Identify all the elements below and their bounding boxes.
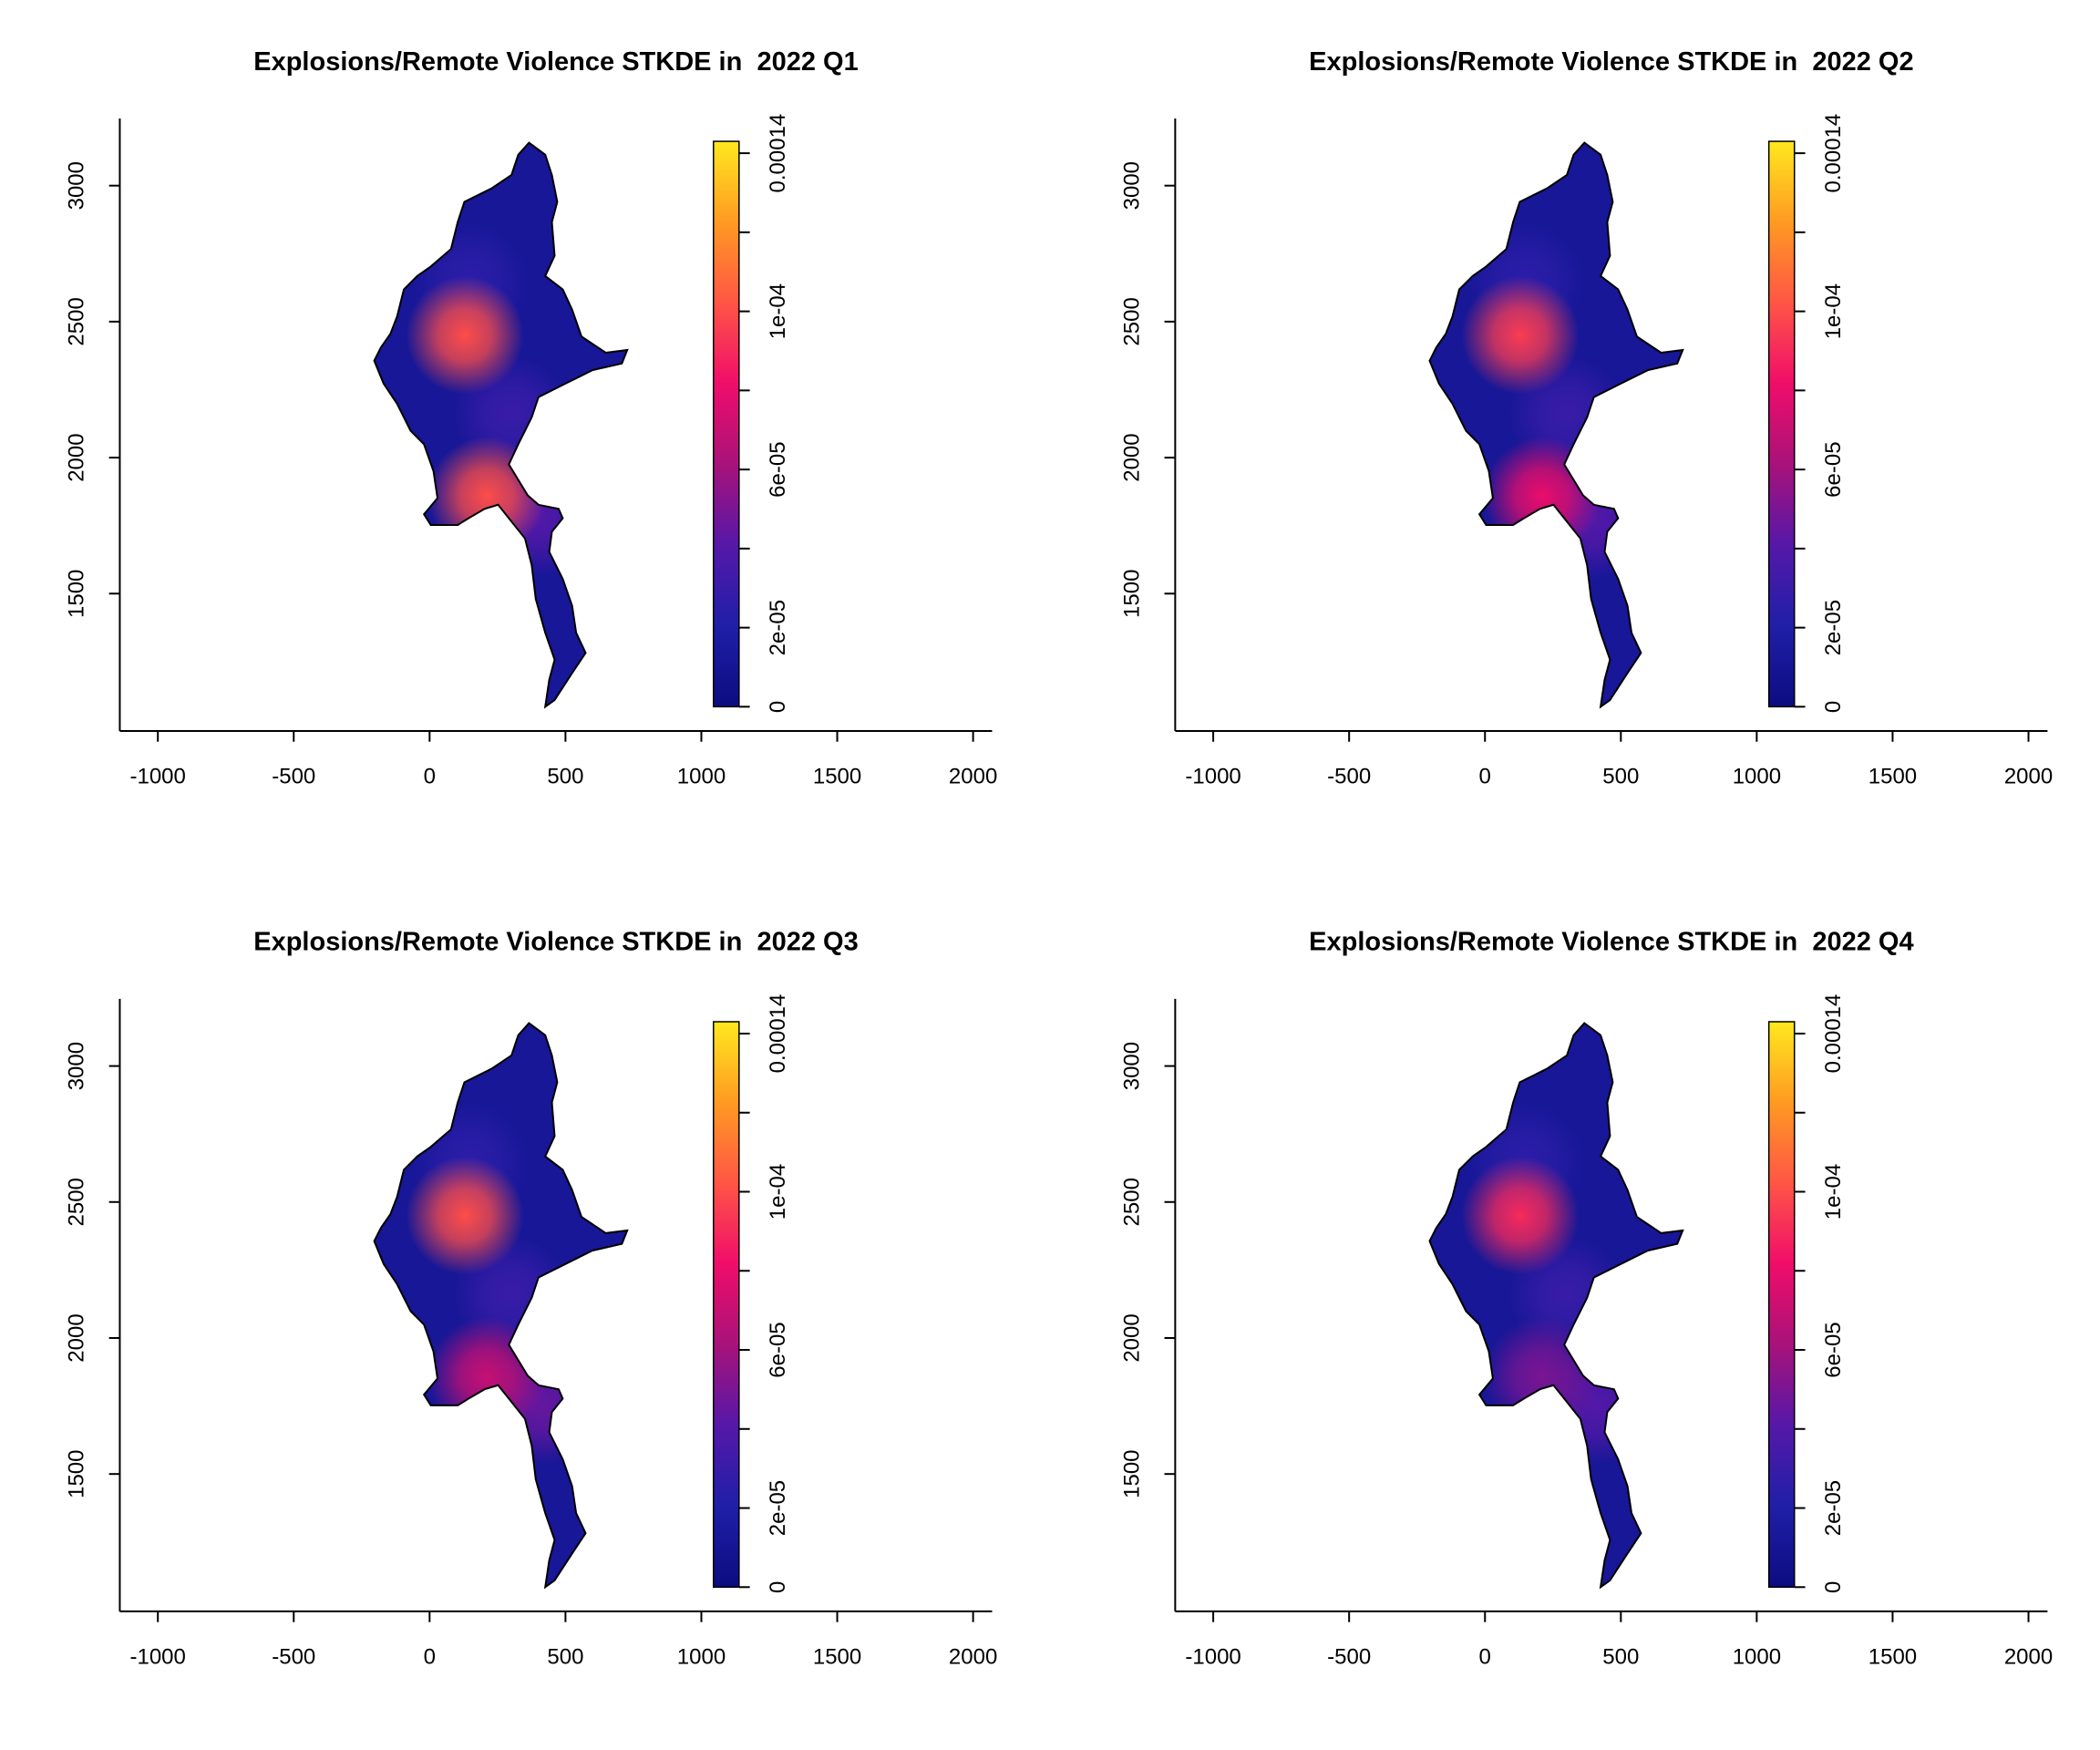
- x-tick-label: 500: [1602, 1644, 1639, 1669]
- y-tick-label: 2500: [65, 297, 89, 345]
- color-bar: [713, 1021, 740, 1589]
- chart-title: Explosions/Remote Violence STKDE in 2022…: [1309, 928, 1913, 957]
- color-bar-label: 0: [766, 701, 790, 713]
- x-tick-label: 2000: [949, 765, 997, 789]
- x-tick-label: 1500: [1868, 765, 1917, 789]
- country-border: [1428, 141, 1684, 709]
- x-tick-label: -1000: [1185, 765, 1240, 789]
- color-bar-label: 6e-05: [766, 441, 790, 497]
- y-tick-label: 3000: [1119, 1042, 1144, 1090]
- x-tick-label: 500: [547, 765, 583, 789]
- y-tick-label: 1500: [65, 570, 89, 618]
- x-tick-label: 1000: [677, 1644, 726, 1669]
- y-tick-label: 2000: [1119, 433, 1144, 481]
- x-tick-label: 1000: [677, 765, 726, 789]
- x-tick-label: 0: [424, 1644, 436, 1669]
- y-tick-label: 2500: [1119, 297, 1144, 345]
- x-tick-label: 500: [547, 1644, 583, 1669]
- y-tick-label: 3000: [65, 161, 89, 210]
- y-tick-label: 2500: [65, 1178, 89, 1226]
- hotspot: [1461, 275, 1580, 395]
- y-tick-label: 1500: [1119, 570, 1144, 618]
- panel: Explosions/Remote Violence STKDE in 2022…: [65, 928, 998, 1670]
- x-tick-label: 1500: [1868, 1644, 1917, 1669]
- x-tick-label: -1000: [129, 1644, 185, 1669]
- y-tick-label: 2000: [65, 433, 89, 481]
- density-surface: [1429, 142, 1683, 707]
- color-bar-label: 2e-05: [1821, 1480, 1846, 1536]
- color-bar-label: 6e-05: [766, 1322, 790, 1377]
- density-surface: [1429, 1023, 1683, 1588]
- hotspot: [406, 275, 525, 395]
- panel: Explosions/Remote Violence STKDE in 2022…: [1119, 47, 2053, 789]
- x-tick-label: 0: [1479, 765, 1491, 789]
- panel: Explosions/Remote Violence STKDE in 2022…: [1119, 928, 2053, 1670]
- chart-title: Explosions/Remote Violence STKDE in 2022…: [1309, 47, 1913, 77]
- color-bar-label: 2e-05: [766, 600, 790, 655]
- color-bar-label: 0: [1821, 1581, 1846, 1593]
- x-tick-label: -1000: [1185, 1644, 1240, 1669]
- x-tick-label: -500: [272, 765, 315, 789]
- color-bar: [1767, 1021, 1796, 1589]
- x-tick-label: 2000: [949, 1644, 997, 1669]
- color-bar-label: 1e-04: [766, 283, 790, 339]
- color-bar-label: 2e-05: [1821, 600, 1846, 655]
- country-border: [1428, 1022, 1684, 1590]
- y-tick-label: 3000: [65, 1042, 89, 1090]
- x-tick-label: 0: [424, 765, 436, 789]
- chart-title: Explosions/Remote Violence STKDE in 2022…: [253, 928, 858, 957]
- y-tick-label: 2500: [1119, 1178, 1144, 1226]
- color-bar-label: 1e-04: [766, 1164, 790, 1220]
- color-bar-label: 6e-05: [1821, 1322, 1846, 1377]
- density-surface: [374, 1023, 628, 1588]
- x-tick-label: -1000: [129, 765, 185, 789]
- y-tick-label: 2000: [65, 1313, 89, 1362]
- x-tick-label: 2000: [2004, 1644, 2053, 1669]
- y-tick-label: 3000: [1119, 161, 1144, 210]
- x-tick-label: 1000: [1733, 765, 1781, 789]
- color-bar-label: 0.00014: [1821, 994, 1846, 1074]
- x-tick-label: 500: [1602, 765, 1639, 789]
- x-tick-label: 2000: [2004, 765, 2053, 789]
- country-border: [373, 141, 629, 709]
- density-surface: [374, 142, 628, 707]
- x-tick-label: -500: [1327, 765, 1371, 789]
- hotspot: [406, 1156, 525, 1275]
- x-tick-label: -500: [1327, 1644, 1371, 1669]
- color-bar-label: 2e-05: [766, 1480, 790, 1536]
- color-bar-label: 1e-04: [1821, 1164, 1846, 1220]
- y-tick-label: 1500: [65, 1449, 89, 1498]
- panel: Explosions/Remote Violence STKDE in 2022…: [65, 47, 998, 789]
- x-tick-label: -500: [272, 1644, 315, 1669]
- color-bar-label: 0.00014: [1821, 114, 1846, 193]
- color-bar-label: 0: [1821, 701, 1846, 713]
- color-bar: [713, 140, 740, 708]
- x-tick-label: 1500: [813, 1644, 861, 1669]
- color-bar: [1767, 140, 1796, 708]
- hotspot: [1461, 1156, 1580, 1275]
- y-tick-label: 2000: [1119, 1313, 1144, 1362]
- y-tick-label: 1500: [1119, 1449, 1144, 1498]
- color-bar-label: 0: [766, 1581, 790, 1593]
- color-bar-label: 0.00014: [766, 114, 790, 193]
- x-tick-label: 1500: [813, 765, 861, 789]
- color-bar-label: 0.00014: [766, 994, 790, 1074]
- x-tick-label: 0: [1479, 1644, 1491, 1669]
- color-bar-label: 6e-05: [1821, 441, 1846, 497]
- chart-title: Explosions/Remote Violence STKDE in 2022…: [253, 47, 858, 77]
- color-bar-label: 1e-04: [1821, 283, 1846, 339]
- country-border: [373, 1022, 629, 1590]
- x-tick-label: 1000: [1733, 1644, 1781, 1669]
